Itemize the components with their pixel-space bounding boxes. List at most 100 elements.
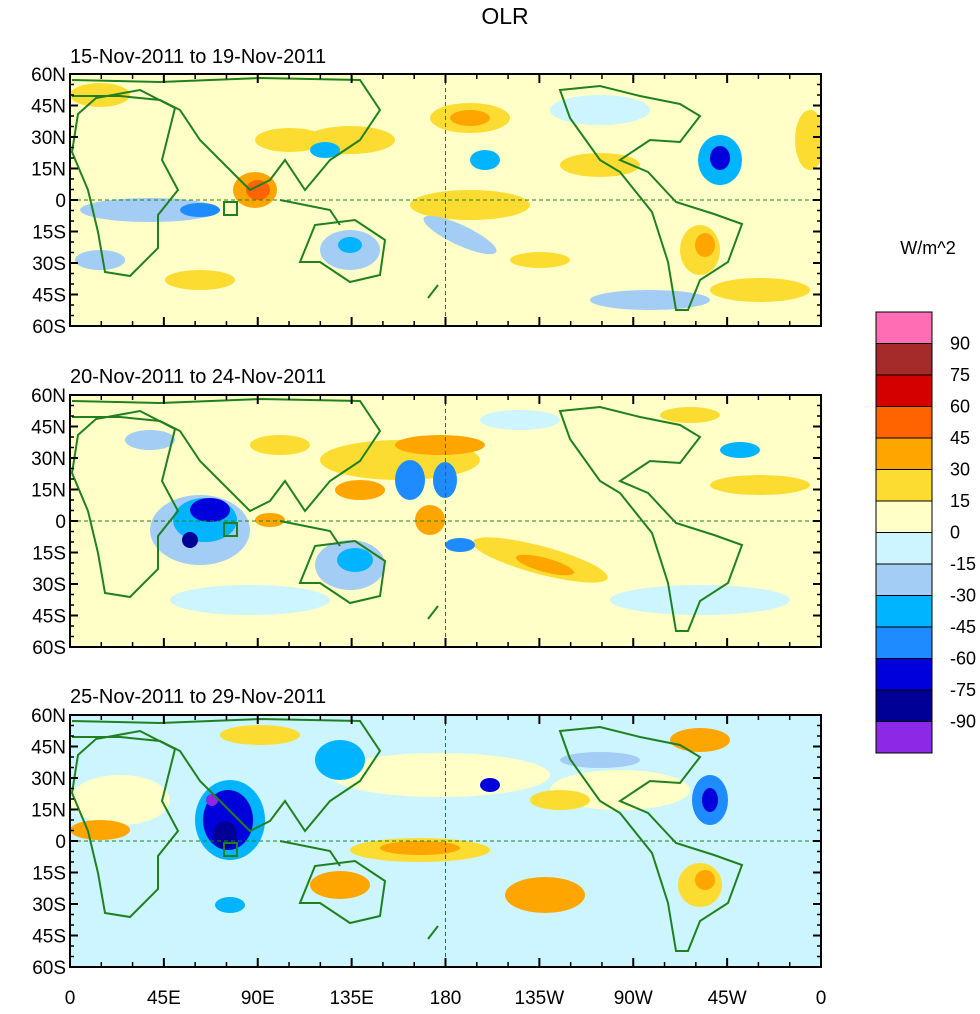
olr-anomaly-negative [337, 548, 373, 572]
colorbar-swatch [875, 689, 933, 722]
region-box [223, 842, 238, 857]
lat-label: 45N [31, 738, 66, 759]
olr-anomaly-positive [710, 278, 810, 302]
lat-label: 45S [32, 286, 66, 307]
olr-anomaly-negative [550, 95, 650, 125]
olr-anomaly-positive [165, 270, 235, 290]
lat-label: 60S [32, 317, 66, 338]
olr-anomaly-positive [410, 190, 530, 220]
colorbar-swatch [875, 658, 933, 691]
colorbar-label: -15 [950, 554, 976, 574]
olr-anomaly-positive [246, 180, 270, 200]
olr-anomaly-positive [510, 252, 570, 268]
colorbar-label: -30 [950, 586, 976, 606]
olr-anomaly-negative [470, 150, 500, 170]
lat-label: 30S [32, 575, 66, 596]
olr-field [125, 407, 810, 615]
lon-label: 135E [329, 988, 373, 1009]
olr-anomaly-positive [530, 790, 590, 810]
olr-anomaly-negative [560, 752, 640, 768]
map-overlays [70, 74, 821, 967]
lon-label: 45W [708, 988, 747, 1009]
colorbar-label: 90 [950, 334, 970, 354]
colorbar-swatch [875, 469, 933, 502]
lat-label: 0 [55, 832, 66, 853]
olr-field [70, 725, 730, 913]
olr-anomaly-positive [220, 725, 300, 745]
olr-anomaly-negative [170, 585, 330, 615]
lat-label: 60S [32, 958, 66, 979]
lat-label: 60N [31, 706, 66, 727]
colorbar-swatch [875, 406, 933, 439]
lon-label: 90E [241, 988, 275, 1009]
olr-anomaly-negative [480, 410, 560, 430]
olr-anomaly-positive [380, 841, 460, 855]
olr-anomaly-negative [310, 142, 340, 158]
lat-label: 15S [32, 864, 66, 885]
olr-anomaly-negative [710, 146, 730, 170]
lat-label: 0 [55, 512, 66, 533]
lat-label: 45S [32, 927, 66, 948]
coastlines [70, 717, 744, 952]
olr-anomaly-negative [702, 788, 718, 812]
olr-anomaly-positive [70, 775, 170, 825]
region-box [223, 522, 238, 537]
colorbar-swatch [875, 374, 933, 407]
lat-label: 15S [32, 223, 66, 244]
lat-label: 30S [32, 895, 66, 916]
lat-label: 60S [32, 638, 66, 659]
olr-anomaly-negative [182, 532, 198, 548]
colorbar: 90 75 60 45 30 15 0 -15 -30 -45 -60 -75 -90 [875, 311, 976, 754]
colorbar-label: 60 [950, 397, 970, 417]
axes: 60N 45N 30N 15N 0 15S 30S 45S 60S 60N 45N 30N 15N 0 15… [31, 65, 826, 1009]
colorbar-label: -75 [950, 680, 976, 700]
colorbar-swatch [875, 343, 933, 376]
olr-anomaly-positive [255, 128, 325, 152]
lon-label: 135W [515, 988, 565, 1009]
lat-label: 15N [31, 481, 66, 502]
olr-anomaly-positive [560, 153, 640, 177]
olr-anomaly-positive [335, 480, 385, 500]
olr-anomaly-positive [250, 435, 310, 455]
lon-label: 45E [147, 988, 181, 1009]
lat-label: 45N [31, 97, 66, 118]
colorbar-swatch [875, 500, 933, 533]
lon-label: 90W [614, 988, 653, 1009]
olr-anomaly-positive [795, 110, 821, 170]
olr-anomaly-negative [215, 897, 245, 913]
panel-title: 20-Nov-2011 to 24-Nov-2011 [70, 366, 326, 388]
colorbar-label: 45 [950, 428, 970, 448]
colorbar-label: -60 [950, 649, 976, 669]
olr-anomaly-positive [710, 475, 810, 495]
lat-label: 30N [31, 449, 66, 470]
lat-label: 15N [31, 801, 66, 822]
lat-label: 60N [31, 65, 66, 86]
lat-label: 30N [31, 128, 66, 149]
lat-label: 45N [31, 418, 66, 439]
olr-anomaly-negative [125, 430, 175, 450]
olr-anomaly-positive [695, 870, 715, 890]
lat-label: 60N [31, 386, 66, 407]
colorbar-label: 15 [950, 491, 970, 511]
colorbar-swatch [875, 595, 933, 628]
panel-title: 15-Nov-2011 to 19-Nov-2011 [70, 46, 326, 68]
panel-1: 15-Nov-2011 to 19-Nov-2011 [69, 46, 822, 327]
colorbar-swatch [875, 532, 933, 565]
olr-anomaly-negative [423, 215, 497, 255]
lat-label: 15N [31, 160, 66, 181]
olr-anomaly-positive [670, 728, 730, 752]
coastlines [70, 397, 744, 632]
lon-label: 0 [65, 988, 76, 1009]
colorbar-swatch [875, 626, 933, 659]
colorbar-label: 75 [950, 365, 970, 385]
olr-field [70, 83, 821, 310]
region-box [223, 201, 238, 216]
olr-anomaly-negative [75, 250, 125, 270]
olr-anomaly-negative [590, 290, 710, 310]
olr-anomaly-positive [450, 110, 490, 126]
panel-title: 25-Nov-2011 to 29-Nov-2011 [70, 686, 326, 708]
olr-anomaly-negative [315, 740, 365, 780]
figure-title: OLR [481, 3, 528, 29]
lon-label: 180 [430, 988, 462, 1009]
